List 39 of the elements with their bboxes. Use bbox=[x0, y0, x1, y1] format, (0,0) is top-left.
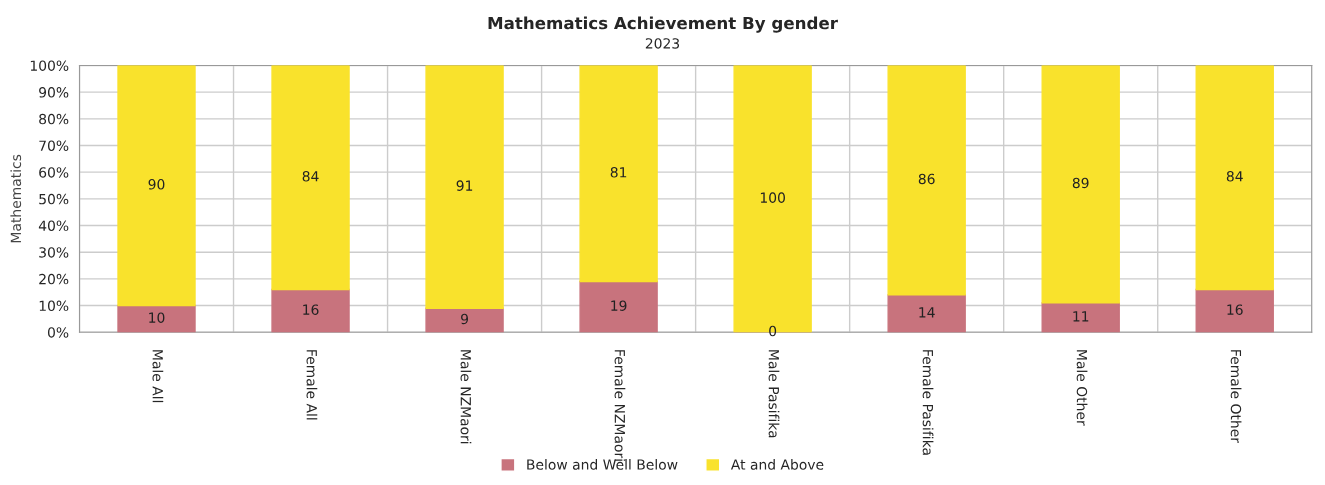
y-tick-label: 60% bbox=[39, 167, 69, 178]
y-tick-label: 10% bbox=[39, 300, 69, 312]
y-tick-label: 0% bbox=[47, 327, 69, 338]
data-label: 89 bbox=[1072, 177, 1089, 189]
x-tick-label: Female Other bbox=[1230, 350, 1242, 443]
data-label: 100 bbox=[760, 192, 785, 203]
x-tick-label: Male NZMaori bbox=[460, 350, 472, 444]
y-tick-label: 100% bbox=[30, 60, 69, 71]
x-tick-label: Male Other bbox=[1076, 350, 1088, 426]
y-axis-title: Mathematics bbox=[10, 154, 22, 243]
chart-subtitle: 2023 bbox=[645, 38, 680, 49]
chart-title: Mathematics Achievement By gender bbox=[488, 16, 838, 33]
x-tick-label: Male All bbox=[152, 350, 164, 403]
data-label: 91 bbox=[456, 180, 473, 191]
y-tick-label: 70% bbox=[39, 140, 69, 151]
data-label: 84 bbox=[1226, 171, 1243, 182]
x-tick-label: Female NZMaori bbox=[614, 350, 626, 461]
x-tick-label: Female Pasifika bbox=[922, 350, 934, 455]
legend-label: Below and Well Below bbox=[527, 459, 678, 470]
x-tick-label: Male Pasifika bbox=[768, 350, 780, 438]
data-label: 16 bbox=[303, 304, 319, 315]
data-label: 81 bbox=[610, 167, 627, 178]
y-tick-label: 40% bbox=[38, 220, 69, 231]
legend-label: At and Above bbox=[730, 459, 824, 470]
data-label: 84 bbox=[302, 171, 319, 182]
y-tick-label: 20% bbox=[39, 273, 69, 285]
x-tick-label: Female All bbox=[306, 350, 318, 420]
y-tick-label: 30% bbox=[39, 247, 69, 258]
y-tick-label: 80% bbox=[39, 113, 69, 125]
data-label: 9 bbox=[461, 313, 469, 325]
y-tick-label: 90% bbox=[39, 87, 69, 98]
data-label: 19 bbox=[611, 300, 627, 311]
y-tick-label: 50% bbox=[39, 193, 69, 205]
data-label: 14 bbox=[919, 307, 935, 318]
data-label: 10 bbox=[149, 312, 165, 323]
data-label: 16 bbox=[1227, 304, 1243, 315]
data-label: 11 bbox=[1073, 311, 1089, 322]
data-label: 90 bbox=[148, 179, 165, 190]
data-label: 86 bbox=[918, 173, 935, 185]
